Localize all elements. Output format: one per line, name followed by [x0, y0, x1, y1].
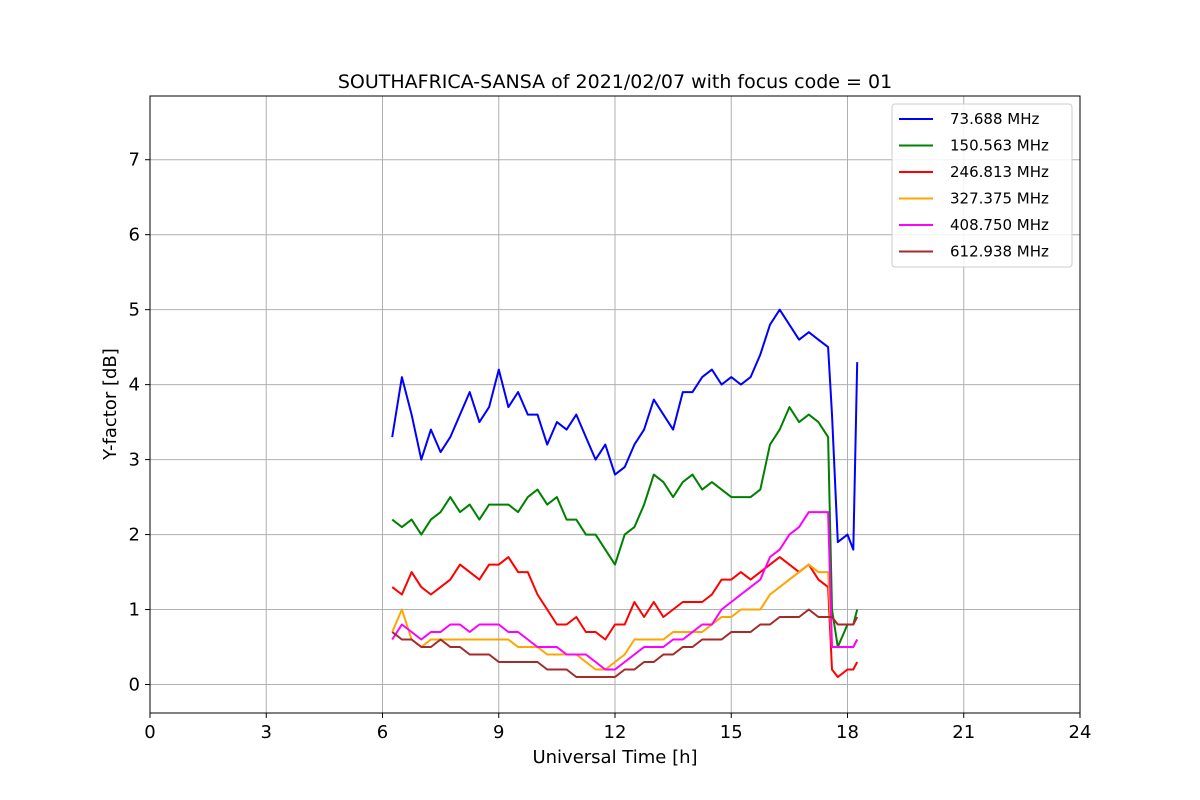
series-line-4 — [391, 563, 859, 671]
legend: 73.688 MHz 150.563 MHz 246.813 MHz 327.375 … — [891, 103, 1073, 268]
legend-box — [891, 103, 1073, 268]
x-tick-label: 21 — [952, 722, 975, 743]
chart-title: SOUTHAFRICA-SANSA of 2021/02/07 with foc… — [338, 71, 892, 93]
x-tick-label: 0 — [144, 722, 155, 743]
legend-label-3: 246.813 MHz — [950, 163, 1049, 181]
series-line-2 — [391, 406, 859, 648]
y-tick-label: 5 — [129, 300, 140, 321]
series-line-5 — [391, 511, 859, 671]
x-tick-label: 18 — [836, 722, 859, 743]
y-tick-label: 1 — [129, 600, 140, 621]
x-tick-label: 6 — [377, 722, 388, 743]
x-tick-label: 24 — [1069, 722, 1092, 743]
legend-label-4: 327.375 MHz — [950, 190, 1049, 208]
legend-label-2: 150.563 MHz — [950, 137, 1049, 155]
series-line-6 — [391, 608, 859, 678]
y-axis-label: Y-factor [dB] — [100, 348, 121, 461]
y-tick-label: 7 — [129, 150, 140, 171]
plot-series — [391, 308, 859, 678]
x-axis-ticks: 0 3 6 9 12 15 18 21 24 — [144, 713, 1091, 743]
legend-label-6: 612.938 MHz — [950, 243, 1049, 261]
y-tick-label: 2 — [129, 525, 140, 546]
y-tick-label: 4 — [129, 375, 140, 396]
x-tick-label: 9 — [493, 722, 504, 743]
x-axis-label: Universal Time [h] — [532, 747, 697, 768]
y-tick-label: 0 — [129, 675, 140, 696]
x-tick-label: 15 — [720, 722, 743, 743]
legend-label-1: 73.688 MHz — [950, 110, 1039, 128]
series-line-1 — [391, 308, 859, 551]
x-tick-label: 12 — [604, 722, 627, 743]
y-tick-label: 6 — [129, 225, 140, 246]
series-line-3 — [391, 556, 859, 678]
y-tick-label: 3 — [129, 450, 140, 471]
x-tick-label: 3 — [261, 722, 272, 743]
legend-label-5: 408.750 MHz — [950, 216, 1049, 234]
y-axis-ticks: 0 1 2 3 4 5 6 7 — [129, 150, 150, 696]
